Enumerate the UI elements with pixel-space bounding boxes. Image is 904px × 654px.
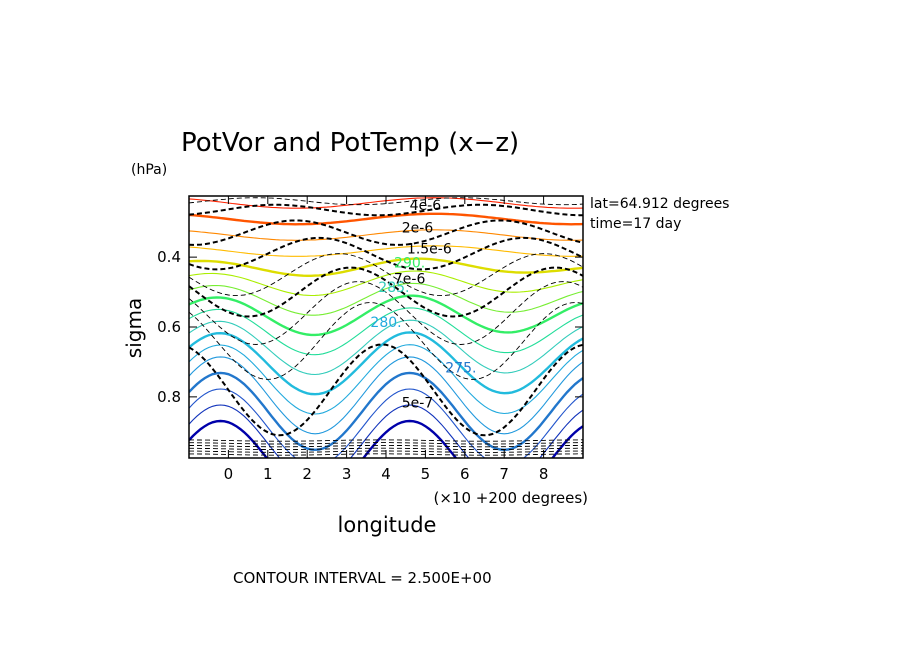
x-offset-label: (×10 +200 degrees) [434, 489, 588, 507]
pottemp-contour [189, 245, 583, 257]
pottemp-contour [189, 331, 583, 396]
pottemp-contour [189, 404, 583, 458]
potvor-contour [189, 236, 583, 271]
x-axis: 0 1 2 3 4 5 6 7 8 [224, 196, 549, 483]
x-tick-label: 8 [539, 465, 549, 483]
pottemp-contour [189, 257, 583, 277]
potvor-contour [189, 197, 583, 206]
potvor-contour [189, 203, 583, 217]
y-axis: 0.4 0.6 0.8 [157, 248, 583, 406]
pottemp-contour [189, 419, 583, 458]
potvor-contour [189, 442, 583, 445]
potvor-contour-label: 7e-6 [394, 271, 426, 287]
contour-field [189, 197, 583, 458]
potvor-contour [189, 253, 583, 297]
pottemp-contour [189, 356, 583, 435]
pottemp-contour [189, 344, 583, 415]
pottemp-contour-label: 280. [370, 315, 401, 331]
x-tick-label: 0 [224, 465, 234, 483]
potvor-contour [189, 450, 583, 453]
pottemp-contour [189, 388, 583, 458]
potvor-contour [189, 219, 583, 246]
contour-labels: 290. 285. 280. 275. 4e-6 2e-6 1.5e-6 7e-6 5e-7 [370, 198, 476, 411]
x-tick-label: 1 [263, 465, 273, 483]
potvor-contour [189, 302, 583, 380]
potvor-contour [189, 439, 583, 442]
pottemp-contour [189, 212, 583, 226]
x-axis-label: longitude [338, 513, 437, 537]
potvor-contour-label: 2e-6 [402, 221, 434, 237]
potvor-contour [189, 343, 583, 437]
y-tick-label: 0.6 [157, 318, 181, 336]
pottemp-contour [189, 282, 583, 316]
x-tick-label: 6 [460, 465, 470, 483]
potvor-contour [189, 281, 583, 345]
pottemp-contour [189, 229, 583, 241]
potvor-contour [189, 453, 583, 456]
pottemp-contour [189, 270, 583, 297]
potvor-contour [189, 444, 583, 448]
pottemp-contour [189, 319, 583, 376]
x-tick-label: 7 [499, 465, 509, 483]
pottemp-contour [189, 294, 583, 337]
potvor-contour [189, 447, 583, 451]
x-tick-label: 4 [381, 465, 391, 483]
y-axis-label: sigma [122, 298, 146, 358]
x-tick-label: 2 [302, 465, 312, 483]
pottemp-contour-label: 290. [394, 256, 425, 272]
y-tick-label: 0.4 [157, 248, 181, 266]
unit-label: (hPa) [131, 162, 167, 178]
pottemp-contour [189, 371, 583, 452]
pottemp-contour [189, 307, 583, 356]
info-latitude: lat=64.912 degrees [590, 196, 729, 212]
x-tick-label: 3 [342, 465, 352, 483]
potvor-contour-label: 5e-7 [402, 395, 433, 411]
potvor-contour-label: 1.5e-6 [407, 242, 452, 258]
chart-title: PotVor and PotTemp (x−z) [181, 128, 519, 158]
potvor-contour-label: 4e-6 [410, 198, 442, 214]
potvor-contour [189, 266, 583, 318]
pottemp-contour-label: 275. [445, 360, 476, 376]
x-tick-label: 5 [421, 465, 431, 483]
pottemp-contour-label: 285. [378, 280, 409, 296]
contour-interval-footer: CONTOUR INTERVAL = 2.500E+00 [233, 569, 492, 587]
y-tick-label: 0.8 [157, 388, 181, 406]
info-time: time=17 day [590, 216, 681, 232]
